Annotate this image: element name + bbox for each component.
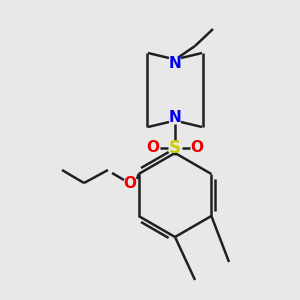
Text: S: S [169,139,181,157]
Text: N: N [169,110,182,124]
Text: O: O [124,176,136,190]
Text: O: O [190,140,203,155]
Text: N: N [169,56,182,70]
Text: O: O [146,140,160,155]
